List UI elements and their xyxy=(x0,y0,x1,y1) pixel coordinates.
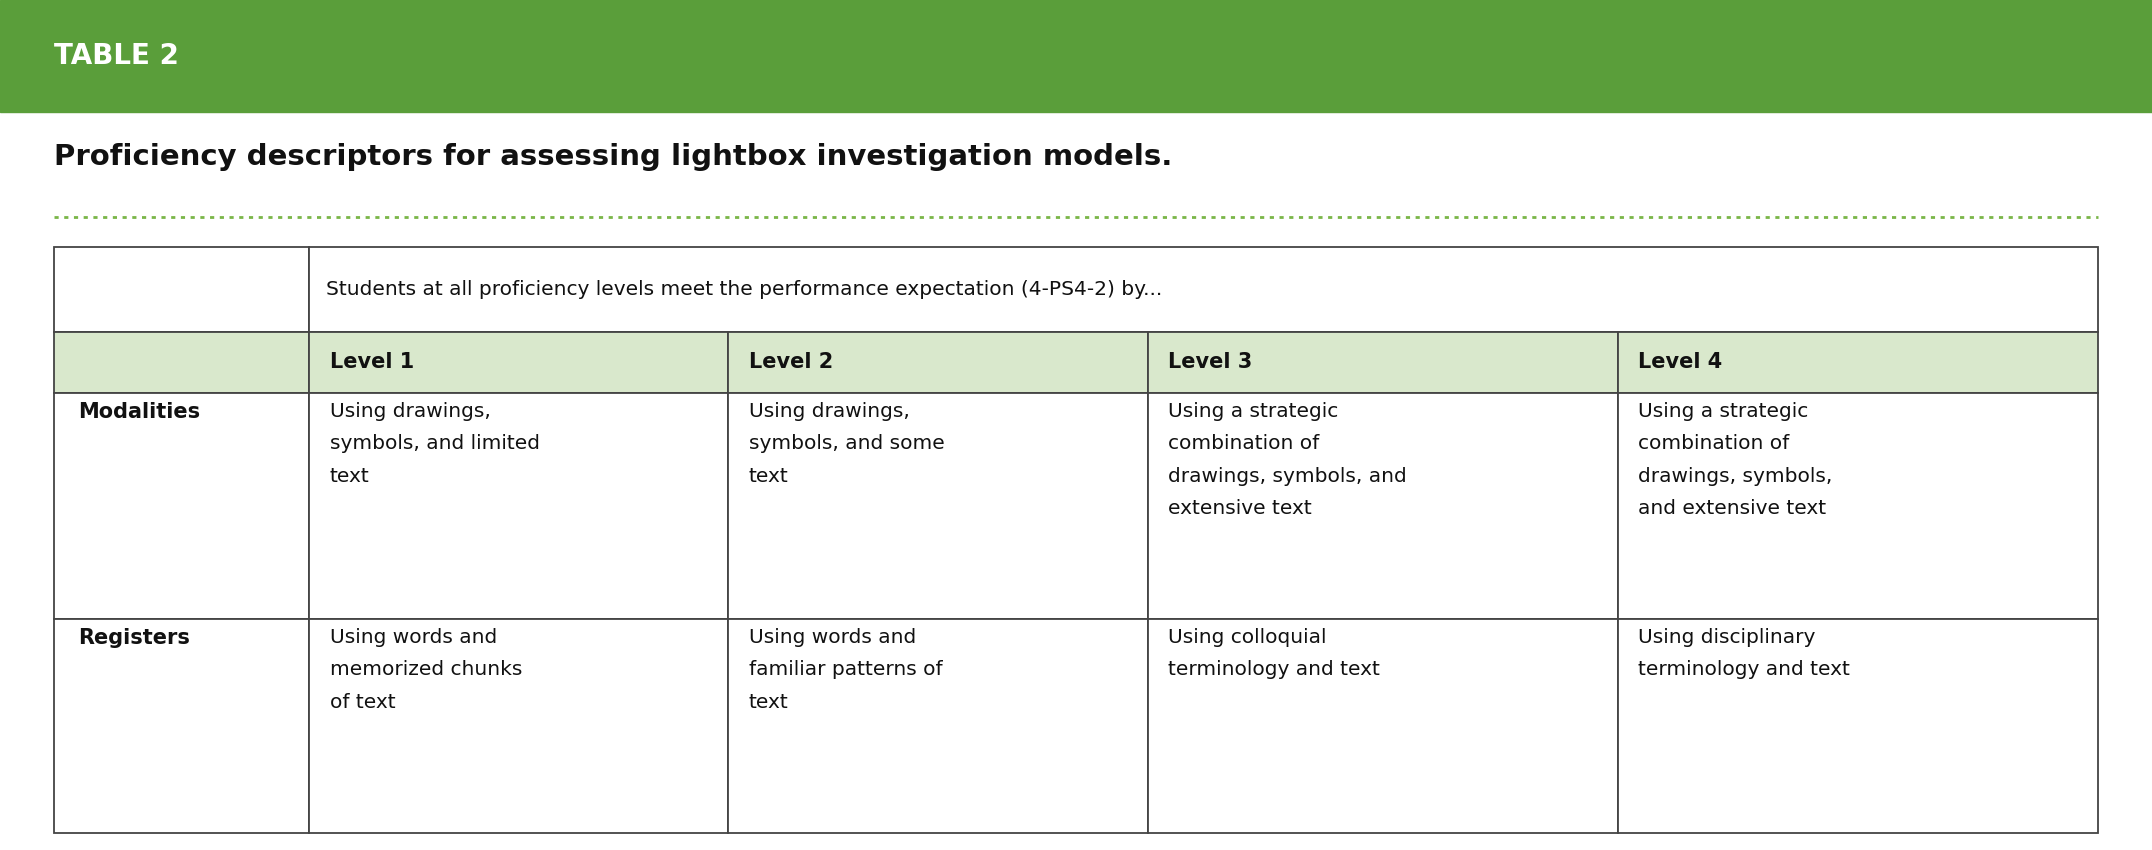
Bar xyxy=(310,619,727,833)
Bar xyxy=(727,332,1147,393)
Text: Using disciplinary
terminology and text: Using disciplinary terminology and text xyxy=(1638,628,1851,679)
Text: Registers: Registers xyxy=(77,628,189,648)
Text: Students at all proficiency levels meet the performance expectation (4-PS4-2) by: Students at all proficiency levels meet … xyxy=(325,280,1162,298)
Text: Modalities: Modalities xyxy=(77,402,200,422)
Bar xyxy=(1618,332,2098,393)
Bar xyxy=(1618,393,2098,619)
Bar xyxy=(0,0,2152,112)
Bar xyxy=(1147,393,1618,619)
Text: Using a strategic
combination of
drawings, symbols,
and extensive text: Using a strategic combination of drawing… xyxy=(1638,402,1834,518)
Text: Using drawings,
symbols, and limited
text: Using drawings, symbols, and limited tex… xyxy=(329,402,540,486)
Bar xyxy=(54,246,310,332)
Text: Using colloquial
terminology and text: Using colloquial terminology and text xyxy=(1169,628,1379,679)
Bar xyxy=(310,393,727,619)
Bar xyxy=(1147,619,1618,833)
Bar xyxy=(54,393,310,619)
Bar xyxy=(310,332,727,393)
Bar xyxy=(727,393,1147,619)
Text: Level 4: Level 4 xyxy=(1638,353,1722,372)
Text: Level 3: Level 3 xyxy=(1169,353,1252,372)
Text: Level 1: Level 1 xyxy=(329,353,413,372)
Text: Using words and
memorized chunks
of text: Using words and memorized chunks of text xyxy=(329,628,523,711)
Text: Using words and
familiar patterns of
text: Using words and familiar patterns of tex… xyxy=(749,628,943,711)
Bar xyxy=(1618,619,2098,833)
Bar xyxy=(310,246,2098,332)
Text: TABLE 2: TABLE 2 xyxy=(54,42,179,70)
Bar xyxy=(1147,332,1618,393)
Text: Proficiency descriptors for assessing lightbox investigation models.: Proficiency descriptors for assessing li… xyxy=(54,144,1173,171)
Text: Using drawings,
symbols, and some
text: Using drawings, symbols, and some text xyxy=(749,402,945,486)
Text: Level 2: Level 2 xyxy=(749,353,833,372)
Bar xyxy=(727,619,1147,833)
Bar xyxy=(54,619,310,833)
Text: Using a strategic
combination of
drawings, symbols, and
extensive text: Using a strategic combination of drawing… xyxy=(1169,402,1407,518)
Bar xyxy=(54,332,310,393)
